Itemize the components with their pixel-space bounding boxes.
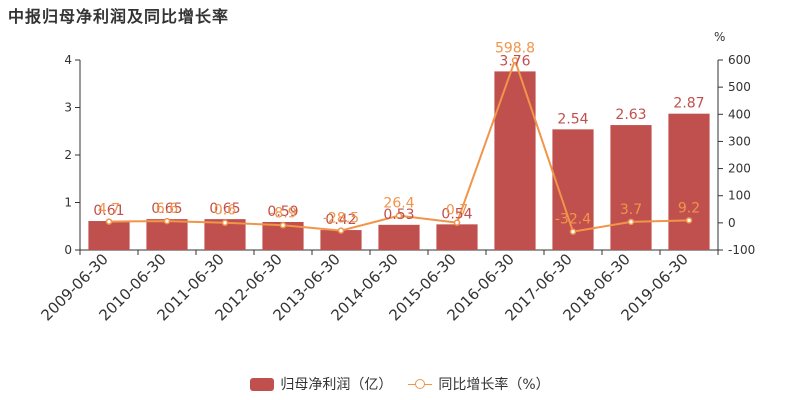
legend-item-bar[interactable]: 归母净利润（亿） xyxy=(250,374,392,394)
bar-value-label: 0.65 xyxy=(209,201,240,217)
legend-line-swatch xyxy=(408,377,433,391)
growth-value-label: 26.4 xyxy=(383,196,414,212)
left-axis-tick-label: 2 xyxy=(64,148,72,162)
bar-value-label: 0.59 xyxy=(267,204,298,220)
chart-title: 中报归母净利润及同比增长率 xyxy=(8,7,230,26)
bar xyxy=(88,221,130,250)
left-axis-tick-label: 4 xyxy=(64,53,72,67)
right-axis-tick-label: 500 xyxy=(728,80,751,94)
growth-value-label: 0.6 xyxy=(214,203,236,219)
right-axis-tick-label: 200 xyxy=(728,162,751,176)
growth-value-label: 6.6 xyxy=(156,201,178,217)
bar xyxy=(610,125,652,250)
bar-value-label: 2.63 xyxy=(615,107,646,123)
growth-point xyxy=(627,218,635,226)
legend-line-label: 同比增长率（%） xyxy=(438,377,550,393)
bar-value-label: 0.61 xyxy=(93,203,124,219)
growth-point xyxy=(221,219,229,226)
legend: 归母净利润（亿） 同比增长率（%） xyxy=(0,374,800,394)
left-axis-tick-label: 0 xyxy=(64,243,72,257)
bar xyxy=(320,230,362,250)
growth-point xyxy=(511,57,519,64)
growth-value-label: -32.4 xyxy=(555,212,591,228)
right-axis-tick-label: 600 xyxy=(728,53,751,67)
growth-point xyxy=(163,217,171,225)
right-axis-tick-label: 100 xyxy=(728,189,751,203)
growth-point xyxy=(105,218,113,225)
growth-point xyxy=(685,217,693,224)
growth-point xyxy=(569,228,577,235)
right-axis-tick-label: -100 xyxy=(728,243,755,257)
right-axis-tick-label: 0 xyxy=(728,216,736,230)
legend-bar-swatch xyxy=(250,377,275,391)
bar-value-label: 0.54 xyxy=(441,206,472,222)
bar-value-label: 2.87 xyxy=(673,96,704,112)
growth-point xyxy=(395,212,403,219)
growth-point xyxy=(279,222,287,229)
growth-value-label: 9.2 xyxy=(678,200,700,216)
right-axis-tick-label: 400 xyxy=(728,107,751,121)
growth-value-label: -8.9 xyxy=(269,205,296,221)
bar xyxy=(668,113,710,250)
bar-value-label: 2.54 xyxy=(557,111,588,127)
left-axis-tick-label: 3 xyxy=(64,101,72,115)
legend-bar-label: 归母净利润（亿） xyxy=(280,377,393,393)
growth-value-label: 598.8 xyxy=(495,40,535,56)
growth-point xyxy=(337,227,345,234)
right-axis-tick-label: 300 xyxy=(728,134,751,148)
growth-value-label: 4.7 xyxy=(98,202,120,218)
growth-value-label: 0.7 xyxy=(446,203,468,219)
growth-value-label: 3.7 xyxy=(620,202,642,218)
right-axis-unit: % xyxy=(714,30,726,44)
growth-value-label: -28.5 xyxy=(323,211,359,227)
left-axis-tick-label: 1 xyxy=(64,196,72,210)
legend-item-line[interactable]: 同比增长率（%） xyxy=(408,374,550,394)
bar-value-label: 3.76 xyxy=(499,53,530,69)
bar-value-label: 0.53 xyxy=(383,207,414,223)
bar xyxy=(436,224,478,250)
bar-value-label: 0.65 xyxy=(151,201,182,217)
growth-point xyxy=(453,219,461,226)
bar xyxy=(378,224,420,250)
bar-value-label: 0.42 xyxy=(325,212,356,228)
